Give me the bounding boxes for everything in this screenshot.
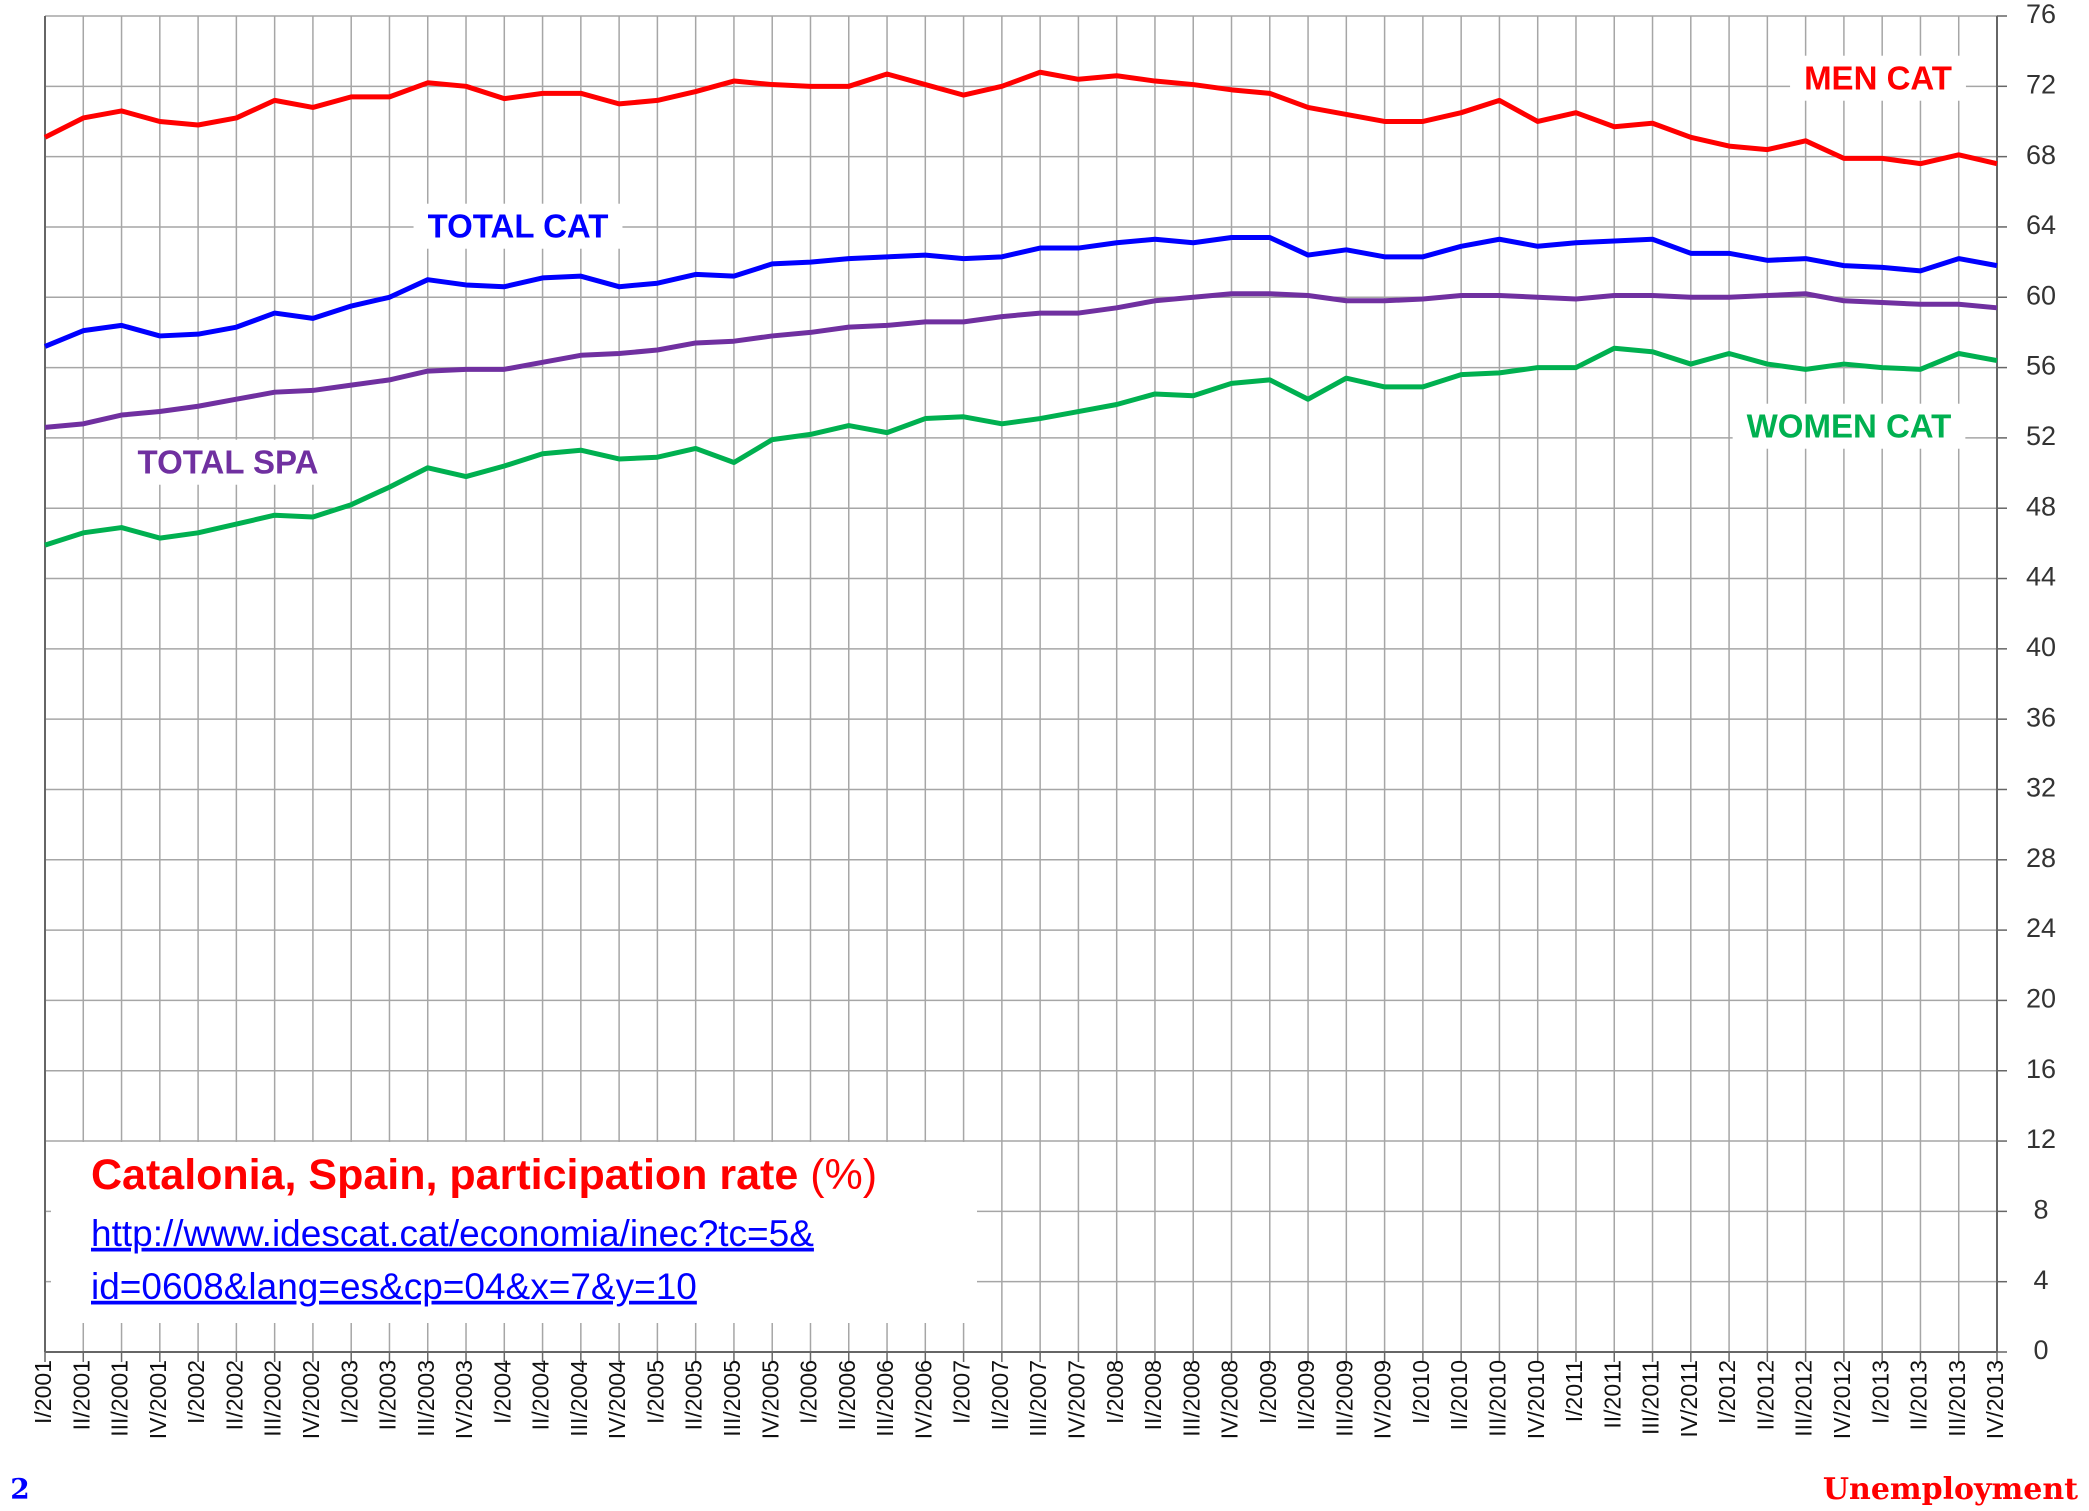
x-tick-label: III/2011 xyxy=(1638,1360,1664,1435)
x-tick-label: II/2008 xyxy=(1140,1360,1166,1430)
y-tick-label: 24 xyxy=(2026,913,2056,943)
x-tick-label: II/2001 xyxy=(68,1360,94,1430)
title-text: Catalonia, Spain, participation rate xyxy=(91,1151,798,1199)
x-tick-label: II/2007 xyxy=(987,1360,1013,1430)
x-tick-label: II/2012 xyxy=(1752,1360,1778,1430)
x-tick-label: I/2008 xyxy=(1102,1360,1128,1424)
x-tick-label: III/2009 xyxy=(1331,1360,1357,1437)
y-tick-label: 44 xyxy=(2026,562,2056,592)
y-tick-label: 72 xyxy=(2026,69,2056,99)
x-tick-label: IV/2013 xyxy=(1982,1360,2008,1439)
x-tick-label: III/2003 xyxy=(413,1360,439,1437)
x-tick-label: II/2005 xyxy=(681,1360,707,1430)
series-label-bg xyxy=(1790,55,1966,101)
x-tick-label: IV/2009 xyxy=(1370,1360,1396,1439)
lines xyxy=(43,69,1998,548)
x-tick-label: IV/2001 xyxy=(145,1360,171,1439)
y-tick-label: 16 xyxy=(2026,1054,2056,1084)
y-tick-label: 36 xyxy=(2026,702,2056,732)
y-tick-label: 8 xyxy=(2033,1194,2048,1224)
x-tick-label: IV/2010 xyxy=(1523,1360,1549,1439)
x-tick-label: I/2004 xyxy=(489,1360,515,1424)
source-link[interactable]: http://www.idescat.cat/economia/inec?tc=… xyxy=(91,1213,814,1254)
x-tick-label: IV/2011 xyxy=(1676,1360,1702,1438)
x-tick-label: III/2005 xyxy=(719,1360,745,1437)
title-box xyxy=(51,1142,977,1323)
y-tick-label: 28 xyxy=(2026,843,2056,873)
x-tick-label: I/2001 xyxy=(30,1360,56,1424)
series-label: WOMEN CAT xyxy=(1747,408,1952,445)
series-line xyxy=(43,69,1998,167)
x-tick-label: III/2012 xyxy=(1791,1360,1817,1437)
x-tick-label: IV/2003 xyxy=(451,1360,477,1439)
y-tick-label: 60 xyxy=(2026,280,2056,310)
x-tick-label: II/2003 xyxy=(375,1360,401,1430)
title-unit: (%) xyxy=(810,1151,877,1199)
series-line xyxy=(44,345,1998,548)
x-tick-label: III/2007 xyxy=(1025,1360,1051,1437)
footer-label: Unemployment xyxy=(1823,1472,2078,1507)
series-line xyxy=(44,291,1998,430)
x-tick-label: IV/2007 xyxy=(1063,1360,1089,1439)
x-tick-label: I/2010 xyxy=(1408,1360,1434,1424)
y-tick-label: 0 xyxy=(2033,1335,2048,1365)
series-label-bg xyxy=(413,203,623,249)
series-label-bg xyxy=(123,439,333,485)
x-tick-label: I/2013 xyxy=(1867,1360,1893,1424)
x-tick-label: I/2012 xyxy=(1714,1360,1740,1424)
y-tick-label: 64 xyxy=(2026,210,2056,240)
x-tick-label: I/2007 xyxy=(949,1360,975,1424)
x-tick-label: IV/2004 xyxy=(604,1360,630,1439)
x-tick-label: IV/2006 xyxy=(910,1360,936,1439)
y-tick-label: 56 xyxy=(2026,351,2056,381)
y-tick-label: 4 xyxy=(2033,1265,2048,1295)
y-tick-label: 32 xyxy=(2026,773,2056,803)
x-tick-label: I/2003 xyxy=(336,1360,362,1424)
x-tick-label: II/2004 xyxy=(528,1360,554,1431)
x-tick-label: III/2008 xyxy=(1178,1360,1204,1437)
series-line xyxy=(44,234,1998,349)
series-label: TOTAL CAT xyxy=(428,208,609,245)
source-link[interactable]: id=0608&lang=es&cp=04&x=7&y=10 xyxy=(91,1266,697,1307)
x-tick-label: III/2001 xyxy=(107,1360,133,1437)
page-number: 2 xyxy=(10,1473,29,1506)
series-label-bg xyxy=(1732,403,1966,449)
x-tick-label: IV/2005 xyxy=(757,1360,783,1439)
x-tick-label: III/2013 xyxy=(1944,1360,1970,1437)
x-tick-label: II/2006 xyxy=(834,1360,860,1430)
x-tick-label: I/2009 xyxy=(1255,1360,1281,1424)
x-tick-label: II/2010 xyxy=(1446,1360,1472,1430)
x-tick-label: IV/2002 xyxy=(298,1360,324,1439)
x-tick-label: I/2002 xyxy=(183,1360,209,1424)
x-tick-label: II/2002 xyxy=(221,1360,247,1430)
x-tick-label: I/2005 xyxy=(642,1360,668,1424)
x-tick-label: III/2002 xyxy=(260,1360,286,1437)
chart-title: Catalonia, Spain, participation rate (%) xyxy=(91,1151,877,1199)
x-tick-label: I/2006 xyxy=(796,1360,822,1424)
y-tick-label: 68 xyxy=(2026,140,2056,170)
x-tick-label: III/2010 xyxy=(1485,1360,1511,1437)
y-tick-label: 52 xyxy=(2026,421,2056,451)
x-tick-label: III/2006 xyxy=(872,1360,898,1437)
x-tick-label: II/2011 xyxy=(1599,1360,1625,1429)
x-tick-label: IV/2012 xyxy=(1829,1360,1855,1439)
y-tick-label: 76 xyxy=(2026,0,2056,29)
series-label: TOTAL SPA xyxy=(138,444,319,481)
x-tick-label: III/2004 xyxy=(566,1360,592,1437)
y-tick-label: 12 xyxy=(2026,1124,2056,1154)
x-tick-label: IV/2008 xyxy=(1217,1360,1243,1439)
series-label: MEN CAT xyxy=(1804,60,1952,97)
x-tick-label: II/2013 xyxy=(1906,1360,1932,1430)
y-tick-label: 48 xyxy=(2026,491,2056,521)
y-tick-label: 40 xyxy=(2026,632,2056,662)
x-tick-label: II/2009 xyxy=(1293,1360,1319,1430)
x-tick-label: I/2011 xyxy=(1561,1360,1587,1422)
y-tick-label: 20 xyxy=(2026,984,2056,1014)
